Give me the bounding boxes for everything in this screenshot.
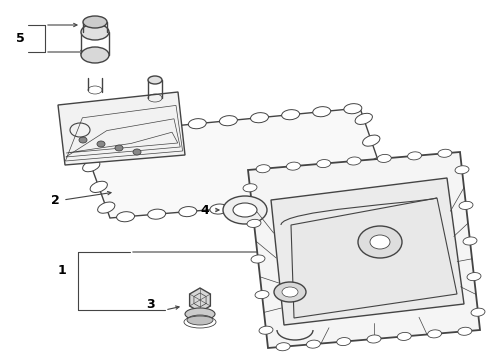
Ellipse shape — [83, 161, 100, 172]
Ellipse shape — [276, 343, 290, 351]
Ellipse shape — [83, 16, 107, 28]
Ellipse shape — [98, 202, 115, 213]
Ellipse shape — [247, 219, 261, 228]
Ellipse shape — [438, 149, 452, 157]
Ellipse shape — [117, 212, 135, 222]
Ellipse shape — [306, 340, 320, 348]
Ellipse shape — [79, 137, 87, 143]
Ellipse shape — [241, 202, 259, 212]
Ellipse shape — [287, 162, 300, 170]
Text: 5: 5 — [16, 32, 24, 45]
Polygon shape — [80, 108, 390, 218]
Ellipse shape — [255, 291, 269, 299]
Ellipse shape — [370, 157, 388, 168]
Ellipse shape — [133, 149, 141, 155]
Ellipse shape — [147, 209, 166, 219]
Ellipse shape — [282, 110, 299, 120]
Ellipse shape — [303, 196, 321, 206]
Text: 1: 1 — [58, 264, 66, 276]
Ellipse shape — [81, 47, 109, 63]
Ellipse shape — [355, 113, 372, 125]
Ellipse shape — [250, 113, 269, 123]
Ellipse shape — [463, 237, 477, 245]
Ellipse shape — [187, 315, 213, 325]
Ellipse shape — [90, 181, 107, 193]
Ellipse shape — [471, 308, 485, 316]
Ellipse shape — [97, 141, 105, 147]
Ellipse shape — [458, 327, 472, 335]
Ellipse shape — [377, 154, 392, 162]
Ellipse shape — [397, 332, 411, 341]
Ellipse shape — [366, 191, 383, 201]
Ellipse shape — [282, 287, 298, 297]
Ellipse shape — [428, 330, 441, 338]
Ellipse shape — [223, 196, 267, 224]
Ellipse shape — [334, 194, 352, 204]
Ellipse shape — [179, 207, 197, 217]
Polygon shape — [58, 92, 185, 165]
Ellipse shape — [347, 157, 361, 165]
Text: 2: 2 — [50, 194, 59, 207]
Ellipse shape — [358, 226, 402, 258]
Ellipse shape — [455, 166, 469, 174]
Ellipse shape — [233, 203, 257, 217]
Ellipse shape — [272, 199, 290, 209]
Ellipse shape — [467, 273, 481, 281]
Ellipse shape — [408, 152, 421, 160]
Ellipse shape — [317, 159, 331, 168]
Ellipse shape — [148, 76, 162, 84]
Text: 4: 4 — [200, 203, 209, 216]
Ellipse shape — [95, 128, 113, 138]
Ellipse shape — [459, 201, 473, 210]
Text: 3: 3 — [146, 298, 154, 311]
Ellipse shape — [378, 179, 395, 190]
Ellipse shape — [259, 326, 273, 334]
Ellipse shape — [274, 282, 306, 302]
Ellipse shape — [243, 184, 257, 192]
Ellipse shape — [210, 204, 228, 214]
Ellipse shape — [313, 107, 331, 117]
Polygon shape — [190, 288, 210, 312]
Ellipse shape — [256, 165, 270, 173]
Ellipse shape — [251, 255, 265, 263]
Ellipse shape — [188, 119, 206, 129]
Ellipse shape — [185, 308, 215, 320]
Ellipse shape — [344, 104, 362, 114]
Ellipse shape — [115, 145, 123, 151]
Ellipse shape — [81, 24, 109, 40]
Ellipse shape — [88, 51, 102, 59]
Ellipse shape — [157, 122, 175, 132]
Ellipse shape — [75, 140, 93, 151]
Ellipse shape — [367, 335, 381, 343]
Ellipse shape — [337, 338, 351, 346]
Polygon shape — [248, 152, 480, 348]
Ellipse shape — [220, 116, 237, 126]
Ellipse shape — [126, 125, 144, 135]
Ellipse shape — [363, 135, 380, 146]
Ellipse shape — [370, 235, 390, 249]
Polygon shape — [291, 198, 457, 318]
Polygon shape — [271, 178, 464, 325]
